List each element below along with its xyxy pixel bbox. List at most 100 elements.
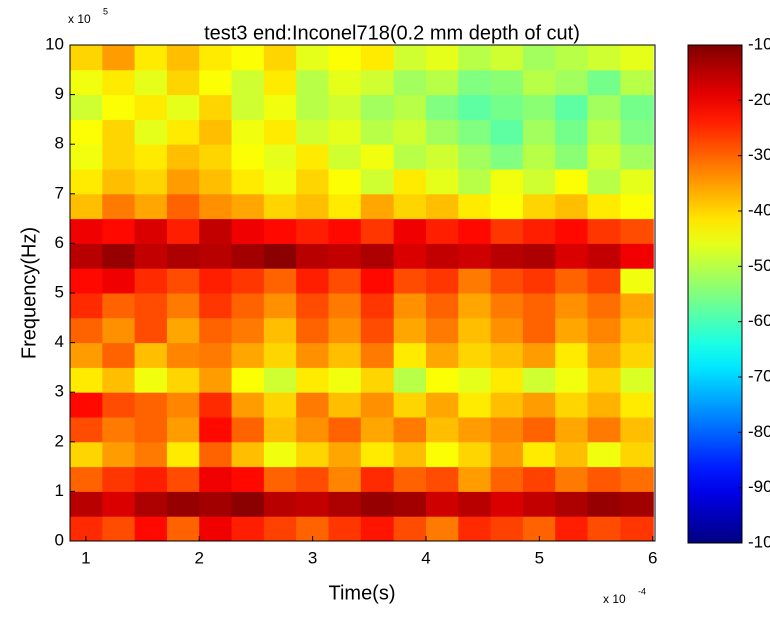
heatmap-cell [70, 119, 103, 145]
heatmap-cell [263, 466, 297, 492]
heatmap-cell [70, 342, 103, 368]
heatmap-cell [587, 94, 621, 120]
heatmap-cell [458, 367, 492, 393]
heatmap-cell [522, 169, 556, 195]
heatmap-cell [522, 45, 556, 71]
heatmap-cell [458, 218, 492, 244]
heatmap-cell [199, 94, 233, 120]
heatmap-cell [199, 392, 233, 418]
heatmap-cell [587, 268, 621, 294]
heatmap-cell [620, 417, 654, 443]
heatmap-cell [620, 218, 654, 244]
heatmap-cell [328, 317, 362, 344]
heatmap-cell [328, 516, 362, 542]
heatmap-cell [263, 94, 297, 120]
heatmap-cell [555, 144, 589, 170]
heatmap-cell [263, 417, 297, 443]
heatmap-cell [458, 466, 492, 492]
heatmap-cell [425, 293, 459, 319]
heatmap-cell [296, 119, 329, 145]
heatmap-cell [134, 491, 168, 517]
heatmap-cell [70, 466, 103, 492]
heatmap-cell [231, 367, 265, 393]
heatmap-cell [102, 45, 136, 71]
heatmap-cell [263, 218, 297, 244]
y-tick-label: 9 [55, 84, 64, 103]
heatmap-cell [231, 441, 265, 468]
heatmap-cell [102, 367, 136, 393]
heatmap-cell [263, 243, 297, 269]
heatmap-cell [425, 491, 459, 517]
heatmap-cell [263, 516, 297, 542]
heatmap-cell [328, 169, 362, 195]
heatmap-cell [360, 45, 395, 71]
heatmap-cell [134, 119, 168, 145]
heatmap-cell [458, 417, 492, 443]
heatmap-cell [555, 218, 589, 244]
heatmap-cell [587, 491, 621, 517]
x-tick-label: 5 [535, 548, 544, 567]
heatmap-cell [393, 218, 427, 244]
heatmap-cell [555, 392, 589, 418]
heatmap-cell [522, 441, 556, 468]
heatmap-cell [134, 69, 168, 96]
heatmap-cell [199, 293, 233, 319]
heatmap-cell [231, 218, 265, 244]
heatmap-cell [134, 392, 168, 418]
heatmap-cell [166, 243, 200, 269]
heatmap-cell [490, 268, 524, 294]
heatmap-cell [360, 94, 395, 120]
heatmap-cell [231, 243, 265, 269]
heatmap-cell [199, 317, 233, 344]
heatmap-cell [231, 45, 265, 71]
heatmap-cell [490, 417, 524, 443]
heatmap-cell [166, 342, 200, 368]
heatmap-cell [425, 193, 459, 220]
heatmap-cell [425, 342, 459, 368]
heatmap-cell [522, 144, 556, 170]
heatmap-cell [587, 45, 621, 71]
heatmap-cell [296, 243, 329, 269]
heatmap-cell [231, 466, 265, 492]
heatmap-cell [328, 293, 362, 319]
heatmap-cell [166, 466, 200, 492]
heatmap-cell [587, 169, 621, 195]
heatmap-cell [393, 441, 427, 468]
heatmap-cell [458, 441, 492, 468]
heatmap-cell [102, 293, 136, 319]
heatmap-cell [620, 392, 654, 418]
heatmap-cell [555, 119, 589, 145]
heatmap-cell [102, 218, 136, 244]
heatmap-cell [458, 268, 492, 294]
heatmap-cell [393, 169, 427, 195]
heatmap-cell [425, 94, 459, 120]
heatmap-cell [70, 441, 103, 468]
heatmap-cell [587, 466, 621, 492]
heatmap-cell [522, 193, 556, 220]
heatmap-cell [166, 193, 200, 220]
colorbar-tick-label: -70 [748, 366, 770, 385]
heatmap-cell [296, 491, 329, 517]
heatmap-cell [199, 69, 233, 96]
heatmap-cell [102, 169, 136, 195]
heatmap-cell [620, 441, 654, 468]
heatmap-cell [555, 45, 589, 71]
heatmap-cell [263, 293, 297, 319]
heatmap-cell [490, 169, 524, 195]
heatmap-cell [70, 317, 103, 344]
y-tick-label: 8 [55, 134, 64, 153]
heatmap-cell [102, 119, 136, 145]
heatmap-cell [522, 218, 556, 244]
heatmap-cell [70, 169, 103, 195]
heatmap-cell [134, 342, 168, 368]
heatmap-cell [134, 243, 168, 269]
heatmap-cell [199, 169, 233, 195]
heatmap-cell [522, 342, 556, 368]
heatmap-cell [360, 491, 395, 517]
heatmap-cell [490, 119, 524, 145]
x-tick-label: 4 [421, 548, 430, 567]
heatmap-cell [199, 417, 233, 443]
heatmap-cell [102, 417, 136, 443]
heatmap-cell [296, 293, 329, 319]
